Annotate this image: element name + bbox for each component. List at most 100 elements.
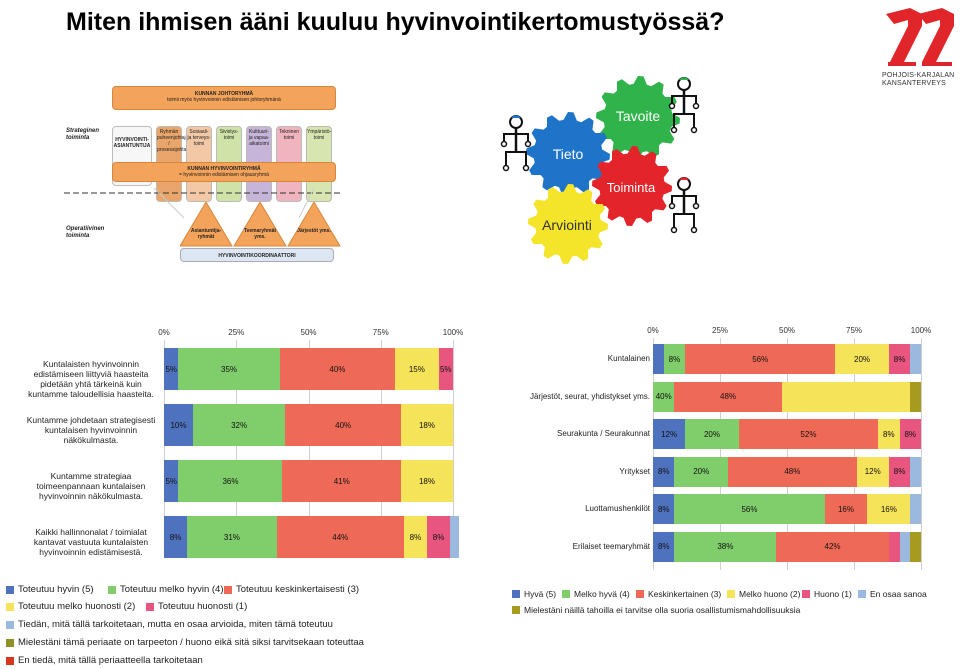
legend-item: Toteutuu keskinkertaisesti (3) [224,584,359,595]
bar-segment: 16% [824,494,868,524]
x-tick-label: 0% [647,326,659,335]
bar-segment: 5% [438,348,453,390]
legend-label: Melko hyvä (4) [574,589,630,599]
x-gridline [787,338,788,570]
bar-segment: 12% [653,419,686,449]
legend-swatch [6,602,14,611]
legend-swatch [6,638,14,647]
bar-segment: 38% [674,531,777,562]
top-leadership-box: KUNNAN JOHTORYHMÄ toimii myös hyvinvoinn… [112,86,336,110]
bar-segment: 56% [674,494,825,524]
gear-label-tieto: Tieto [552,146,584,162]
bar-segment: 5% [164,348,179,390]
organization-logo [880,4,956,92]
bar-segment [450,516,459,558]
logo-text: POHJOIS-KARJALAN KANSANTERVEYS [882,72,960,88]
bar-segment: 18% [400,460,453,502]
bar-segment: 20% [685,419,739,449]
x-tick-label: 25% [711,326,729,335]
category-label: Kuntalainen [607,354,650,363]
bar-segment: 8% [164,516,188,558]
bar-segment: 8% [653,531,675,562]
x-tick-label: 50% [300,328,317,337]
legend-swatch [512,606,520,614]
triangles-graphic [180,202,341,247]
bar-segment: 20% [835,344,889,374]
legend-label: Mielestäni näillä tahoilla ei tarvitse o… [524,605,801,615]
legend-label: Toteutuu keskinkertaisesti (3) [236,584,360,595]
legend-swatch [727,590,735,598]
bar-segment: 8% [878,419,900,449]
bar-segment: 8% [888,344,911,374]
welfare-group-box: KUNNAN HYVINVOINTIRYHMÄ = hyvinvoinnin e… [112,162,336,182]
legend-label: Mielestäni tämä periaate on tarpeeton / … [18,637,364,648]
bar-segment [910,381,921,412]
bar-segment: 8% [653,456,675,487]
x-tick-label: 100% [442,328,464,337]
x-tick-label: 0% [158,328,170,337]
bar-segment [653,344,664,374]
bar-segment: 56% [685,344,836,374]
coordinator-box: HYVINVOINTIKOORDINAATTORI [180,248,334,262]
chart-participation: 0% 25% 50% 75% 100% Kuntalainen 8% 56% 20% 8% Järj… [500,324,960,574]
legend-swatch [562,590,570,598]
legend-item: Keskinkertainen (3) [636,589,721,599]
gear-label-tavoite: Tavoite [615,108,661,124]
bar-segment [910,456,921,487]
bar-segment: 41% [282,460,401,502]
x-tick-label: 50% [778,326,796,335]
x-gridline [164,340,165,558]
legend-item: Tiedän, mitä tällä tarkoitetaan, mutta e… [6,619,333,630]
bar-segment: 35% [178,348,280,390]
x-gridline [453,340,454,558]
gear-3 [528,184,608,264]
legend-label: Keskinkertainen (3) [648,589,722,599]
legend-swatch [108,585,116,594]
x-tick-label: 100% [910,326,932,335]
bar-segment: 8% [663,344,686,374]
legend-item: Toteutuu melko huonosti (2) [6,601,135,612]
bar-segment [910,344,921,374]
bar-segment [781,381,911,412]
bar-segment: 44% [276,516,404,558]
logo-text-line1: POHJOIS-KARJALAN [882,72,955,79]
bar-segment [888,531,900,562]
legend-swatch [224,585,232,594]
category-label: Kuntamme strategiaa toimeenpannaan kunta… [36,471,146,501]
x-gridline [921,338,922,570]
legend-label: Melko huono (2) [739,589,801,599]
robot-figure-icon [668,77,700,134]
legend-swatch [6,585,14,594]
robot-figure-icon [500,115,532,172]
bar-segment: 8% [426,516,451,558]
x-tick-label: 25% [228,328,245,337]
gears-graphic: Tavoite Tieto Toiminta Arviointi [500,74,710,264]
bar-segment: 8% [403,516,427,558]
x-gridline [380,340,382,558]
legend-item: En tiedä, mitä tällä periaatteella tarko… [6,655,203,666]
x-tick-label: 75% [845,326,863,335]
mid-box-title: KUNNAN HYVINVOINTIRYHMÄ [187,166,261,172]
bar-segment [910,494,921,524]
bar-segment: 5% [164,460,179,502]
x-gridline [236,340,238,558]
legend-item: Mielestäni näillä tahoilla ei tarvitse o… [512,605,800,615]
legend-item: Toteutuu huonosti (1) [146,601,247,612]
legend-swatch [802,590,810,598]
category-label: Yritykset [619,466,650,476]
bar-segment: 15% [395,348,439,390]
gear-label-toiminta: Toiminta [606,180,656,195]
x-gridline [653,338,654,570]
gear-0 [596,76,680,160]
chart-principles: 0% 25% 50% 75% 100% Kuntalaisten hyvinvoinnin… [0,326,480,562]
page-title: Miten ihmisen ääni kuuluu hyvinvointiker… [66,8,725,36]
operative-label: Operatiivinen toiminta [66,226,105,239]
category-label: Järjestöt, seurat, yhdistykset yms. [529,391,650,401]
legend-swatch [6,656,14,665]
legend-label: En tiedä, mitä tällä periaatteella tarko… [18,655,203,666]
top-box-sub: toimii myös hyvinvoinnin edistämisen joh… [167,97,281,103]
strategic-label: Strateginen toiminta [66,128,100,141]
legend-item: En osaa sanoa [858,589,927,599]
legend-item: Toteutuu melko hyvin (4) [108,584,224,595]
triangle-label-experts: Asiantuntija-ryhmät [190,228,222,240]
